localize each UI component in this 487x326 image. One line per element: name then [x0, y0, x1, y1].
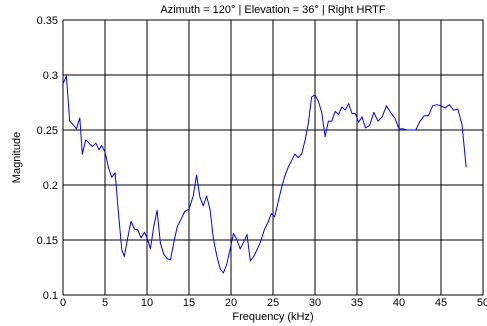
x-tick-label: 45: [435, 297, 447, 309]
series-group: [62, 75, 467, 274]
x-tick-label: 15: [183, 297, 195, 309]
y-tick-label: 0.15: [37, 235, 58, 247]
grid-lines: [63, 20, 483, 295]
x-tick-label: 0: [60, 297, 66, 309]
x-tick-label: 35: [351, 297, 363, 309]
y-tick-label: 0.25: [37, 125, 58, 137]
chart-title: Azimuth = 120° | Elevation = 36° | Right…: [160, 4, 386, 16]
y-tick-label: 0.2: [43, 180, 58, 192]
y-tick-label: 0.35: [37, 15, 58, 27]
x-tick-label: 25: [267, 297, 279, 309]
axis-ticks: [62, 19, 484, 296]
series-line: [62, 75, 467, 274]
x-tick-label: 20: [225, 297, 237, 309]
x-tick-label: 40: [393, 297, 405, 309]
y-tick-labels: 0.1 0.15 0.2 0.25 0.3 0.35: [37, 15, 58, 302]
x-tick-label: 10: [141, 297, 153, 309]
x-axis-label: Frequency (kHz): [232, 311, 313, 323]
x-tick-label: 30: [309, 297, 321, 309]
x-tick-label: 50: [477, 297, 487, 309]
y-axis-label: Magnitude: [11, 132, 23, 183]
y-tick-label: 0.3: [43, 70, 58, 82]
x-tick-labels: 0 5 10 15 20 25 30 35 40 45 50: [60, 297, 487, 309]
y-tick-label: 0.1: [43, 290, 58, 302]
x-tick-label: 5: [102, 297, 108, 309]
